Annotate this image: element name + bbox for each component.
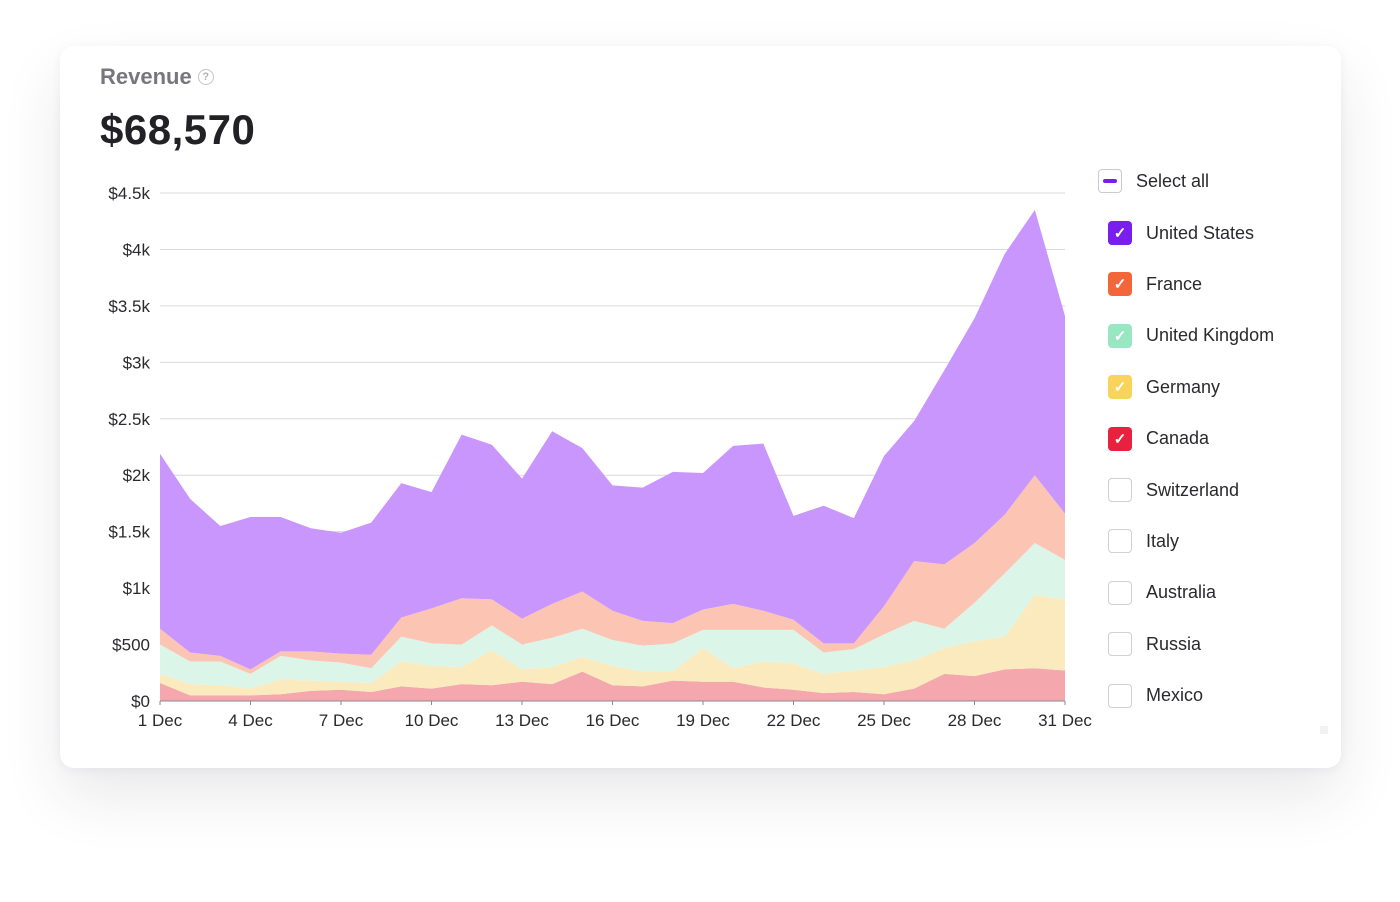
legend-label: Germany (1146, 376, 1221, 397)
checkbox-unchecked[interactable] (1108, 580, 1132, 605)
axes: $0 $500 $1k $1.5k $2k $2.5k $3k $3.5k $4k $4.5k 1 … (108, 184, 1092, 730)
legend-item-australia[interactable]: Australia (1108, 580, 1217, 605)
legend-label: Switzerland (1146, 479, 1240, 500)
x-tick-label: 10 Dec (405, 711, 459, 730)
y-tick-label: $0 (131, 692, 150, 711)
select-all-checkbox[interactable]: Select all (1098, 169, 1209, 193)
x-tick-label: 1 Dec (138, 711, 183, 730)
checkbox-checked[interactable]: ✓ (1108, 272, 1132, 297)
legend-label: France (1146, 273, 1203, 294)
y-tick-label: $1.5k (108, 523, 150, 542)
x-tick-label: 22 Dec (767, 711, 821, 730)
x-tick-label: 19 Dec (676, 711, 730, 730)
revenue-area-chart[interactable]: $0 $500 $1k $1.5k $2k $2.5k $3k $3.5k $4k $4.5k 1 … (60, 46, 1341, 768)
legend-item-mexico[interactable]: Mexico (1108, 683, 1204, 708)
legend-item-italy[interactable]: Italy (1108, 529, 1180, 554)
revenue-total: $68,570 (100, 106, 256, 153)
y-tick-label: $4.5k (108, 184, 150, 203)
series-areas (160, 209, 1065, 701)
check-icon: ✓ (1113, 430, 1127, 448)
scrollbar-corner (1320, 726, 1328, 734)
check-icon: ✓ (1113, 225, 1127, 242)
legend-item-united-states[interactable]: ✓ United States (1108, 221, 1254, 245)
checkbox-unchecked[interactable] (1108, 478, 1132, 502)
title-row: Revenue ? (100, 64, 214, 90)
legend-item-france[interactable]: ✓ France (1108, 272, 1203, 297)
y-tick-label: $2.5k (108, 410, 150, 429)
x-tick-label: 4 Dec (228, 711, 273, 730)
y-tick-label: $4k (123, 240, 151, 259)
x-tick-label: 28 Dec (948, 711, 1002, 730)
card-title: Revenue (100, 64, 192, 89)
legend-label: Canada (1146, 428, 1210, 449)
x-tick-label: 25 Dec (857, 711, 911, 730)
legend-item-united-kingdom[interactable]: ✓ United Kingdom (1108, 323, 1275, 348)
series-area-united-states[interactable] (160, 209, 1065, 670)
legend-label: Italy (1146, 530, 1180, 551)
check-icon: ✓ (1113, 379, 1127, 397)
select-all-box[interactable] (1098, 169, 1122, 193)
y-tick-label: $500 (112, 636, 150, 655)
select-all-label: Select all (1136, 170, 1210, 191)
legend-label: Australia (1146, 582, 1217, 603)
indeterminate-dash-icon (1103, 179, 1117, 183)
y-tick-label: $1k (123, 579, 151, 598)
checkbox-checked[interactable]: ✓ (1108, 323, 1132, 348)
checkbox-unchecked[interactable] (1108, 632, 1132, 657)
series-area-canada[interactable] (160, 668, 1065, 701)
legend-item-russia[interactable]: Russia (1108, 632, 1202, 657)
y-tick-label: $3k (123, 353, 151, 372)
legend-label: United States (1146, 222, 1255, 243)
legend-item-germany[interactable]: ✓ Germany (1108, 375, 1221, 400)
x-tick-label: 7 Dec (319, 711, 364, 730)
y-tick-label: $3.5k (108, 297, 150, 316)
legend-label: Mexico (1146, 685, 1204, 706)
checkbox-unchecked[interactable] (1108, 529, 1132, 554)
x-tick-label: 13 Dec (495, 711, 549, 730)
help-icon[interactable]: ? (197, 69, 214, 85)
checkbox-unchecked[interactable] (1108, 683, 1132, 708)
x-tick-label: 16 Dec (586, 711, 640, 730)
legend-label: Russia (1146, 633, 1202, 654)
legend-item-switzerland[interactable]: Switzerland (1108, 478, 1239, 502)
checkbox-checked[interactable]: ✓ (1108, 221, 1132, 245)
series-area-united-kingdom[interactable] (160, 542, 1065, 689)
check-icon: ✓ (1113, 327, 1127, 345)
checkbox-checked[interactable]: ✓ (1108, 426, 1132, 451)
check-icon: ✓ (1113, 276, 1127, 294)
revenue-card: Revenue ? $68,570 $0 $500 $1k $1.5k $2k $2.5k… (60, 46, 1341, 768)
series-area-germany[interactable] (160, 594, 1065, 696)
legend-label: United Kingdom (1146, 325, 1275, 346)
checkbox-checked[interactable]: ✓ (1108, 375, 1132, 400)
x-tick-label: 31 Dec (1038, 711, 1092, 730)
y-tick-label: $2k (123, 466, 151, 485)
series-area-france[interactable] (160, 475, 1065, 674)
legend-item-canada[interactable]: ✓ Canada (1108, 426, 1210, 451)
